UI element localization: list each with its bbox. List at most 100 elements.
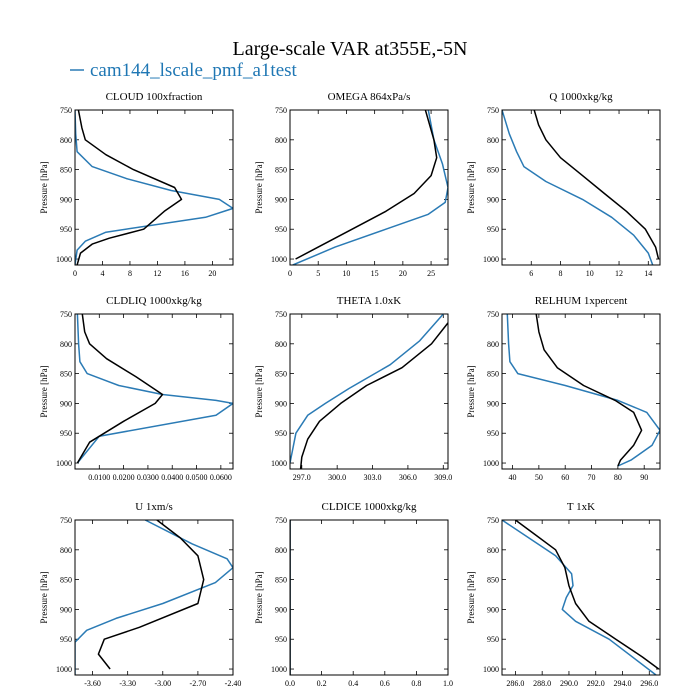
x-tick-label: 0.6 <box>380 679 390 688</box>
panel-title: CLDLIQ 1000xkg/kg <box>106 295 202 307</box>
x-tick-label: 10 <box>586 269 594 278</box>
plot-frame <box>74 313 234 470</box>
y-tick-label: 850 <box>487 370 499 379</box>
y-tick-label: 850 <box>60 370 72 379</box>
x-tick-label: 290.0 <box>560 679 578 688</box>
y-tick-label: 950 <box>487 225 499 234</box>
series-line-model <box>76 314 233 464</box>
series-line-obs <box>533 110 660 260</box>
x-tick-label: 0.4 <box>348 679 358 688</box>
series-line-model <box>75 520 233 675</box>
panel-title: T 1xK <box>567 501 595 513</box>
y-axis-label: Pressure [hPa] <box>466 161 476 213</box>
x-tick-label: 286.0 <box>506 679 524 688</box>
x-tick-label: 0.0 <box>285 679 295 688</box>
x-tick-label: -2.40 <box>225 679 242 688</box>
y-tick-label: 850 <box>487 576 499 585</box>
panel-title: U 1xm/s <box>135 501 173 513</box>
y-tick-label: 800 <box>275 340 287 349</box>
y-tick-label: 1000 <box>483 255 499 264</box>
plot-frame <box>289 109 449 266</box>
x-tick-label: 0 <box>288 269 292 278</box>
x-tick-label: 12 <box>153 269 161 278</box>
y-tick-label: 850 <box>275 166 287 175</box>
panel-title: RELHUM 1xpercent <box>535 295 628 307</box>
y-tick-label: 900 <box>487 399 499 408</box>
y-tick-label: 850 <box>60 576 72 585</box>
y-tick-label: 950 <box>275 225 287 234</box>
panel-3: Q 1000xkg/kg Pressure [hPa] 750 800 850 900 95… <box>466 91 661 278</box>
x-tick-label: 0.0400 <box>161 473 183 482</box>
y-tick-label: 900 <box>60 605 72 614</box>
x-tick-label: 296.0 <box>640 679 658 688</box>
x-tick-label: 1.0 <box>443 679 453 688</box>
series-line-model <box>290 314 444 464</box>
y-tick-label: 800 <box>487 340 499 349</box>
series-line-obs <box>535 314 643 467</box>
y-tick-label: 1000 <box>483 459 499 468</box>
x-tick-label: 292.0 <box>587 679 605 688</box>
x-tick-label: 15 <box>371 269 379 278</box>
x-tick-label: 309.0 <box>434 473 452 482</box>
y-tick-label: 1000 <box>271 255 287 264</box>
x-tick-label: 60 <box>561 473 569 482</box>
x-tick-label: 0.0300 <box>137 473 159 482</box>
y-tick-label: 750 <box>60 310 72 319</box>
y-tick-label: 850 <box>275 370 287 379</box>
x-tick-label: 288.0 <box>533 679 551 688</box>
x-tick-label: 8 <box>559 269 563 278</box>
y-tick-label: 800 <box>275 136 287 145</box>
y-tick-label: 800 <box>275 546 287 555</box>
y-tick-label: 750 <box>275 310 287 319</box>
y-axis-label: Pressure [hPa] <box>466 571 476 623</box>
x-tick-label: 25 <box>427 269 435 278</box>
panel-2: OMEGA 864xPa/s Pressure [hPa] 750 800 850 900… <box>254 91 449 278</box>
panel-4: CLDLIQ 1000xkg/kg Pressure [hPa] 750 800 850… <box>39 295 234 482</box>
y-tick-label: 800 <box>487 136 499 145</box>
y-tick-label: 1000 <box>483 665 499 674</box>
panel-1: CLOUD 100xfraction Pressure [hPa] 750 800 85… <box>39 91 234 278</box>
panel-title: OMEGA 864xPa/s <box>328 91 411 103</box>
plot-frame <box>289 519 449 676</box>
series-line-model <box>502 520 657 675</box>
x-tick-label: 8 <box>128 269 132 278</box>
x-tick-label: 306.0 <box>399 473 417 482</box>
plot-frame <box>501 519 661 676</box>
panel-title: CLDICE 1000xkg/kg <box>321 501 417 513</box>
y-tick-label: 750 <box>275 516 287 525</box>
series-line-obs <box>514 520 660 670</box>
series-line-obs <box>295 110 438 260</box>
x-tick-label: 20 <box>399 269 407 278</box>
y-tick-label: 950 <box>487 429 499 438</box>
y-tick-label: 850 <box>487 166 499 175</box>
y-axis-label: Pressure [hPa] <box>39 365 49 417</box>
panel-9: T 1xK Pressure [hPa] 750 800 850 900 950 1000 28… <box>466 501 661 688</box>
x-tick-label: 297.0 <box>293 473 311 482</box>
x-tick-label: -3.00 <box>154 679 171 688</box>
y-axis-label: Pressure [hPa] <box>39 161 49 213</box>
y-axis-label: Pressure [hPa] <box>254 365 264 417</box>
series-line-obs <box>76 110 183 265</box>
figure-title: Large-scale VAR at355E,-5N <box>233 38 468 60</box>
x-tick-label: 16 <box>181 269 189 278</box>
x-tick-label: 80 <box>614 473 622 482</box>
y-tick-label: 900 <box>60 399 72 408</box>
y-tick-label: 950 <box>487 635 499 644</box>
panel-title: THETA 1.0xK <box>337 295 402 307</box>
panel-6: RELHUM 1xpercent Pressure [hPa] 750 800 850 9… <box>466 295 661 482</box>
y-tick-label: 900 <box>60 195 72 204</box>
x-tick-label: 40 <box>509 473 517 482</box>
x-tick-label: -2.70 <box>190 679 207 688</box>
y-tick-label: 1000 <box>271 665 287 674</box>
y-tick-label: 950 <box>275 429 287 438</box>
x-tick-label: 4 <box>100 269 104 278</box>
panel-title: Q 1000xkg/kg <box>549 91 613 103</box>
x-tick-label: 0.0600 <box>210 473 232 482</box>
x-tick-label: 90 <box>640 473 648 482</box>
x-tick-label: 0.0100 <box>88 473 110 482</box>
y-axis-label: Pressure [hPa] <box>254 161 264 213</box>
x-tick-label: 70 <box>588 473 596 482</box>
x-tick-label: 50 <box>535 473 543 482</box>
